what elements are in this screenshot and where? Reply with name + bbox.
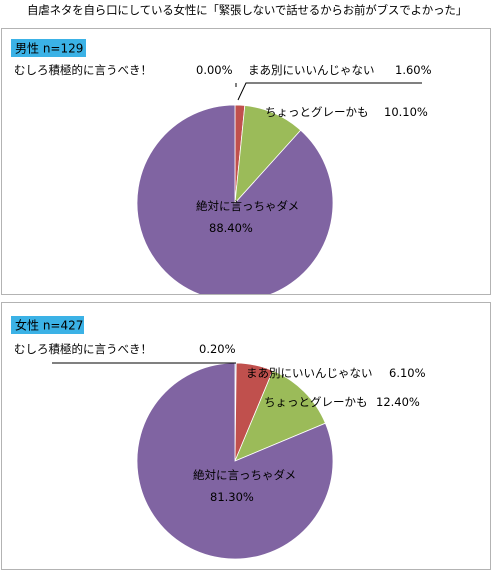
pie-chart-female: 女性 n=427 むしろ積極的に言うべき！ 0.20% まあ別にいいんじゃない 6.10… <box>11 316 426 560</box>
legend-never-value: 88.40% <box>209 221 253 235</box>
legend-okay-value: 1.60% <box>395 63 432 77</box>
chart-panel-female: 女性 n=427 むしろ積極的に言うべき！ 0.20% まあ別にいいんじゃない 6.10… <box>1 302 491 570</box>
legend-never-label: 絶対に言っちゃダメ <box>196 199 299 213</box>
sample-badge-female: 女性 n=427 <box>11 316 84 334</box>
pie-chart-male: 男性 n=129 むしろ積極的に言うべき！ 0.00% まあ別にいいんじゃない 1.60… <box>11 39 432 294</box>
legend-never-label: 絶対に言っちゃダメ <box>193 468 296 482</box>
legend-gray-value: 10.10% <box>384 105 428 119</box>
legend-gray-label: ちょっとグレーかも <box>265 105 369 119</box>
badge-background <box>11 316 84 334</box>
legend-gray-label: ちょっとグレーかも <box>264 395 368 409</box>
legend-gray-value: 12.40% <box>376 395 420 409</box>
chart-panel-male: 男性 n=129 むしろ積極的に言うべき！ 0.00% まあ別にいいんじゃない 1.60… <box>1 28 491 295</box>
legend-positive-value: 0.20% <box>199 342 236 356</box>
page-title: 自虐ネタを自ら口にしている女性に「緊張しないで話せるからお前がブスでよかった」 <box>26 3 467 17</box>
legend-okay-label: まあ別にいいんじゃない <box>246 366 373 380</box>
badge-label: 女性 n=427 <box>15 318 83 333</box>
badge-background <box>11 39 86 57</box>
legend-never-value: 81.30% <box>210 490 254 504</box>
legend-okay-label: まあ別にいいんじゃない <box>248 63 375 77</box>
pie-slice-never <box>136 362 334 560</box>
pie-slice-never <box>136 104 334 294</box>
sample-badge-male: 男性 n=129 <box>11 39 86 57</box>
leader-line <box>237 82 422 101</box>
legend-positive-label: むしろ積極的に言うべき！ <box>14 342 152 356</box>
badge-label: 男性 n=129 <box>15 42 83 56</box>
legend-positive-label: むしろ積極的に言うべき！ <box>14 63 152 77</box>
legend-okay-value: 6.10% <box>389 366 426 380</box>
legend-positive-value: 0.00% <box>196 63 233 77</box>
pie-slice-gray <box>234 370 326 462</box>
